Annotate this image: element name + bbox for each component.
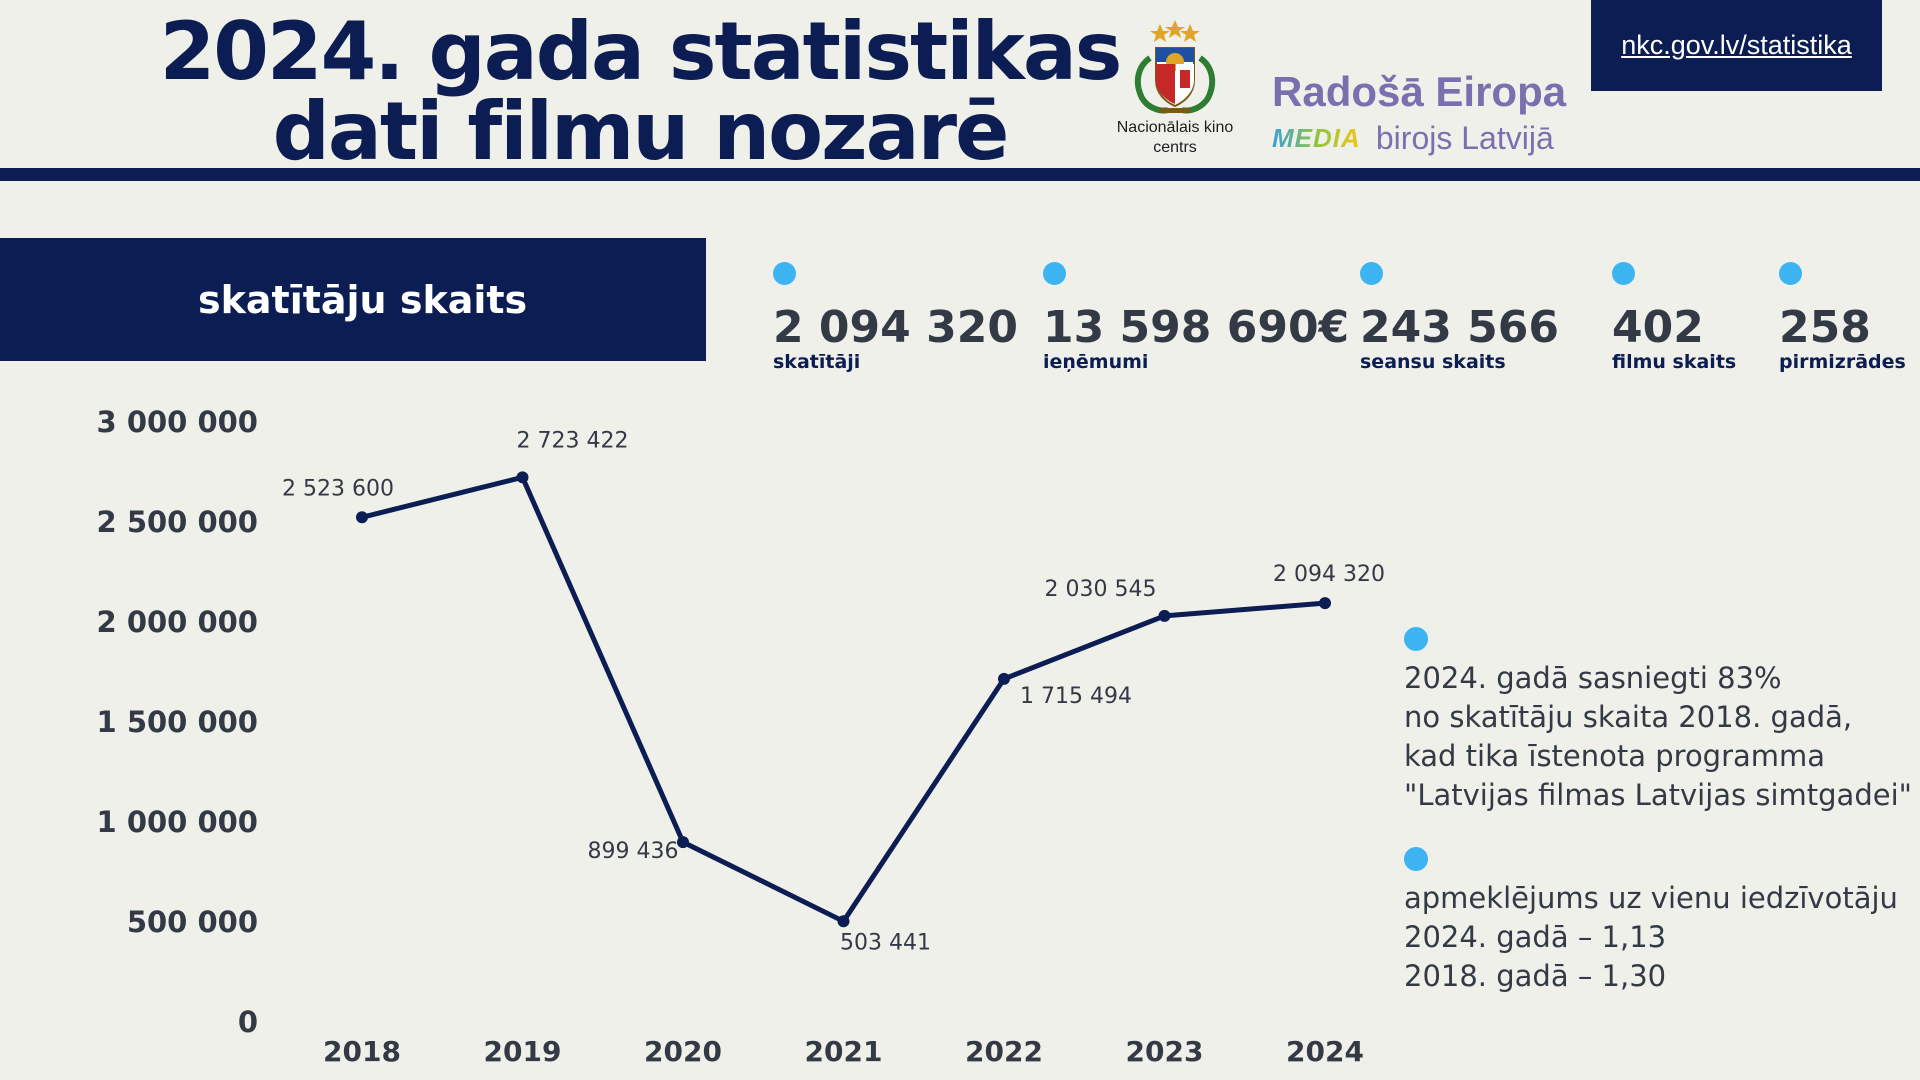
media-desk-label: birojs Latvijā (1375, 120, 1554, 156)
url-box: nkc.gov.lv/statistika (1591, 0, 1882, 91)
note-line: "Latvijas filmas Latvijas simtgadei" (1404, 778, 1912, 812)
stat-label: ieņēmumi (1043, 351, 1149, 373)
y-tick-label: 0 (238, 1005, 258, 1039)
data-label: 2 094 320 (1273, 562, 1385, 587)
data-label: 2 030 545 (1045, 577, 1157, 602)
data-label: 2 723 422 (517, 428, 629, 453)
page-title-line-2: dati filmu nozarē (272, 85, 1010, 178)
y-tick-label: 500 000 (127, 905, 258, 939)
stat-viewers: 2 094 320 skatītāji (773, 262, 1018, 373)
series-line (359, 474, 1328, 924)
stat-value: 402 (1612, 302, 1704, 353)
section-title: skatītāju skaits (198, 277, 528, 322)
stat-label: seansu skaits (1360, 351, 1506, 373)
y-tick-label: 2 500 000 (97, 505, 258, 539)
coat-of-arms-icon (1134, 20, 1216, 114)
header-divider (0, 168, 1920, 181)
data-point (356, 511, 368, 524)
x-tick-label: 2024 (1286, 1035, 1364, 1068)
note-2018-comparison: 2024. gadā sasniegti 83% no skatītāju sk… (1404, 627, 1912, 815)
note-line: 2018. gadā – 1,30 (1404, 959, 1667, 993)
page-title: 2024. gada statistikas dati filmu nozarē (150, 12, 1130, 172)
x-tick-label: 2018 (323, 1035, 401, 1068)
bullet-icon (1404, 847, 1428, 871)
section-header: skatītāju skaits (0, 238, 706, 361)
data-label: 1 715 494 (1020, 684, 1132, 709)
note-per-capita: apmeklējums uz vienu iedzīvotāju 2024. g… (1404, 847, 1898, 996)
note-line: apmeklējums uz vienu iedzīvotāju (1404, 881, 1898, 915)
y-tick-label: 1 500 000 (97, 705, 258, 739)
stat-label: pirmizrādes (1779, 351, 1906, 373)
stat-value: 243 566 (1360, 302, 1560, 353)
data-label: 503 441 (840, 930, 931, 955)
x-tick-label: 2021 (805, 1035, 883, 1068)
bullet-icon (1612, 262, 1635, 285)
stat-revenue: 13 598 690€ ieņēmumi (1043, 262, 1349, 373)
data-point (1158, 609, 1171, 622)
stat-label: skatītāji (773, 351, 861, 373)
stat-screenings: 243 566 seansu skaits (1360, 262, 1559, 373)
x-tick-label: 2023 (1126, 1035, 1204, 1068)
statistics-link[interactable]: nkc.gov.lv/statistika (1621, 30, 1852, 60)
bullet-icon (1360, 262, 1383, 285)
data-point (1319, 597, 1331, 610)
stat-premieres: 258 pirmizrādes (1779, 262, 1906, 373)
y-tick-label: 2 000 000 (97, 605, 258, 639)
crest-label-line-2: centrs (1153, 139, 1197, 156)
note-line: kad tika īstenota programma (1404, 739, 1826, 773)
note-line: 2024. gadā sasniegti 83% (1404, 661, 1782, 695)
stat-value: 258 (1779, 302, 1871, 353)
stat-value: 2 094 320 (773, 302, 1018, 353)
y-tick-label: 1 000 000 (97, 805, 258, 839)
x-tick-label: 2020 (644, 1035, 722, 1068)
media-desk-logo: MEDIA birojs Latvijā (1272, 120, 1554, 157)
data-label: 2 523 600 (282, 476, 394, 501)
note-line: 2024. gadā – 1,13 (1404, 920, 1667, 954)
bullet-icon (1043, 262, 1066, 285)
data-label: 899 436 (588, 839, 679, 864)
page-title-line-1: 2024. gada statistikas (159, 5, 1123, 98)
data-point (516, 471, 529, 484)
crest-label-line-1: Nacionālais kino (1116, 119, 1234, 136)
y-tick-label: 3 000 000 (97, 405, 258, 439)
media-logo: MEDIA (1272, 123, 1361, 153)
stat-value: 13 598 690€ (1043, 302, 1350, 353)
bullet-icon (1404, 627, 1428, 651)
data-point (998, 672, 1010, 685)
x-tick-label: 2019 (484, 1035, 562, 1068)
nkc-logo: Nacionālais kino centrs (1105, 18, 1245, 158)
bullet-icon (1779, 262, 1802, 285)
x-tick-label: 2022 (965, 1035, 1043, 1068)
data-point (837, 915, 850, 928)
data-point (677, 836, 689, 849)
note-line: no skatītāju skaita 2018. gadā, (1404, 700, 1853, 734)
stat-label: filmu skaits (1612, 351, 1737, 373)
bullet-icon (773, 262, 796, 285)
viewers-line-chart: 0 500 000 1 000 000 1 500 000 2 000 000 2 500… (97, 405, 1385, 1068)
stat-films: 402 filmu skaits (1612, 262, 1736, 373)
creative-europe-title: Radošā Eiropa (1272, 68, 1567, 115)
